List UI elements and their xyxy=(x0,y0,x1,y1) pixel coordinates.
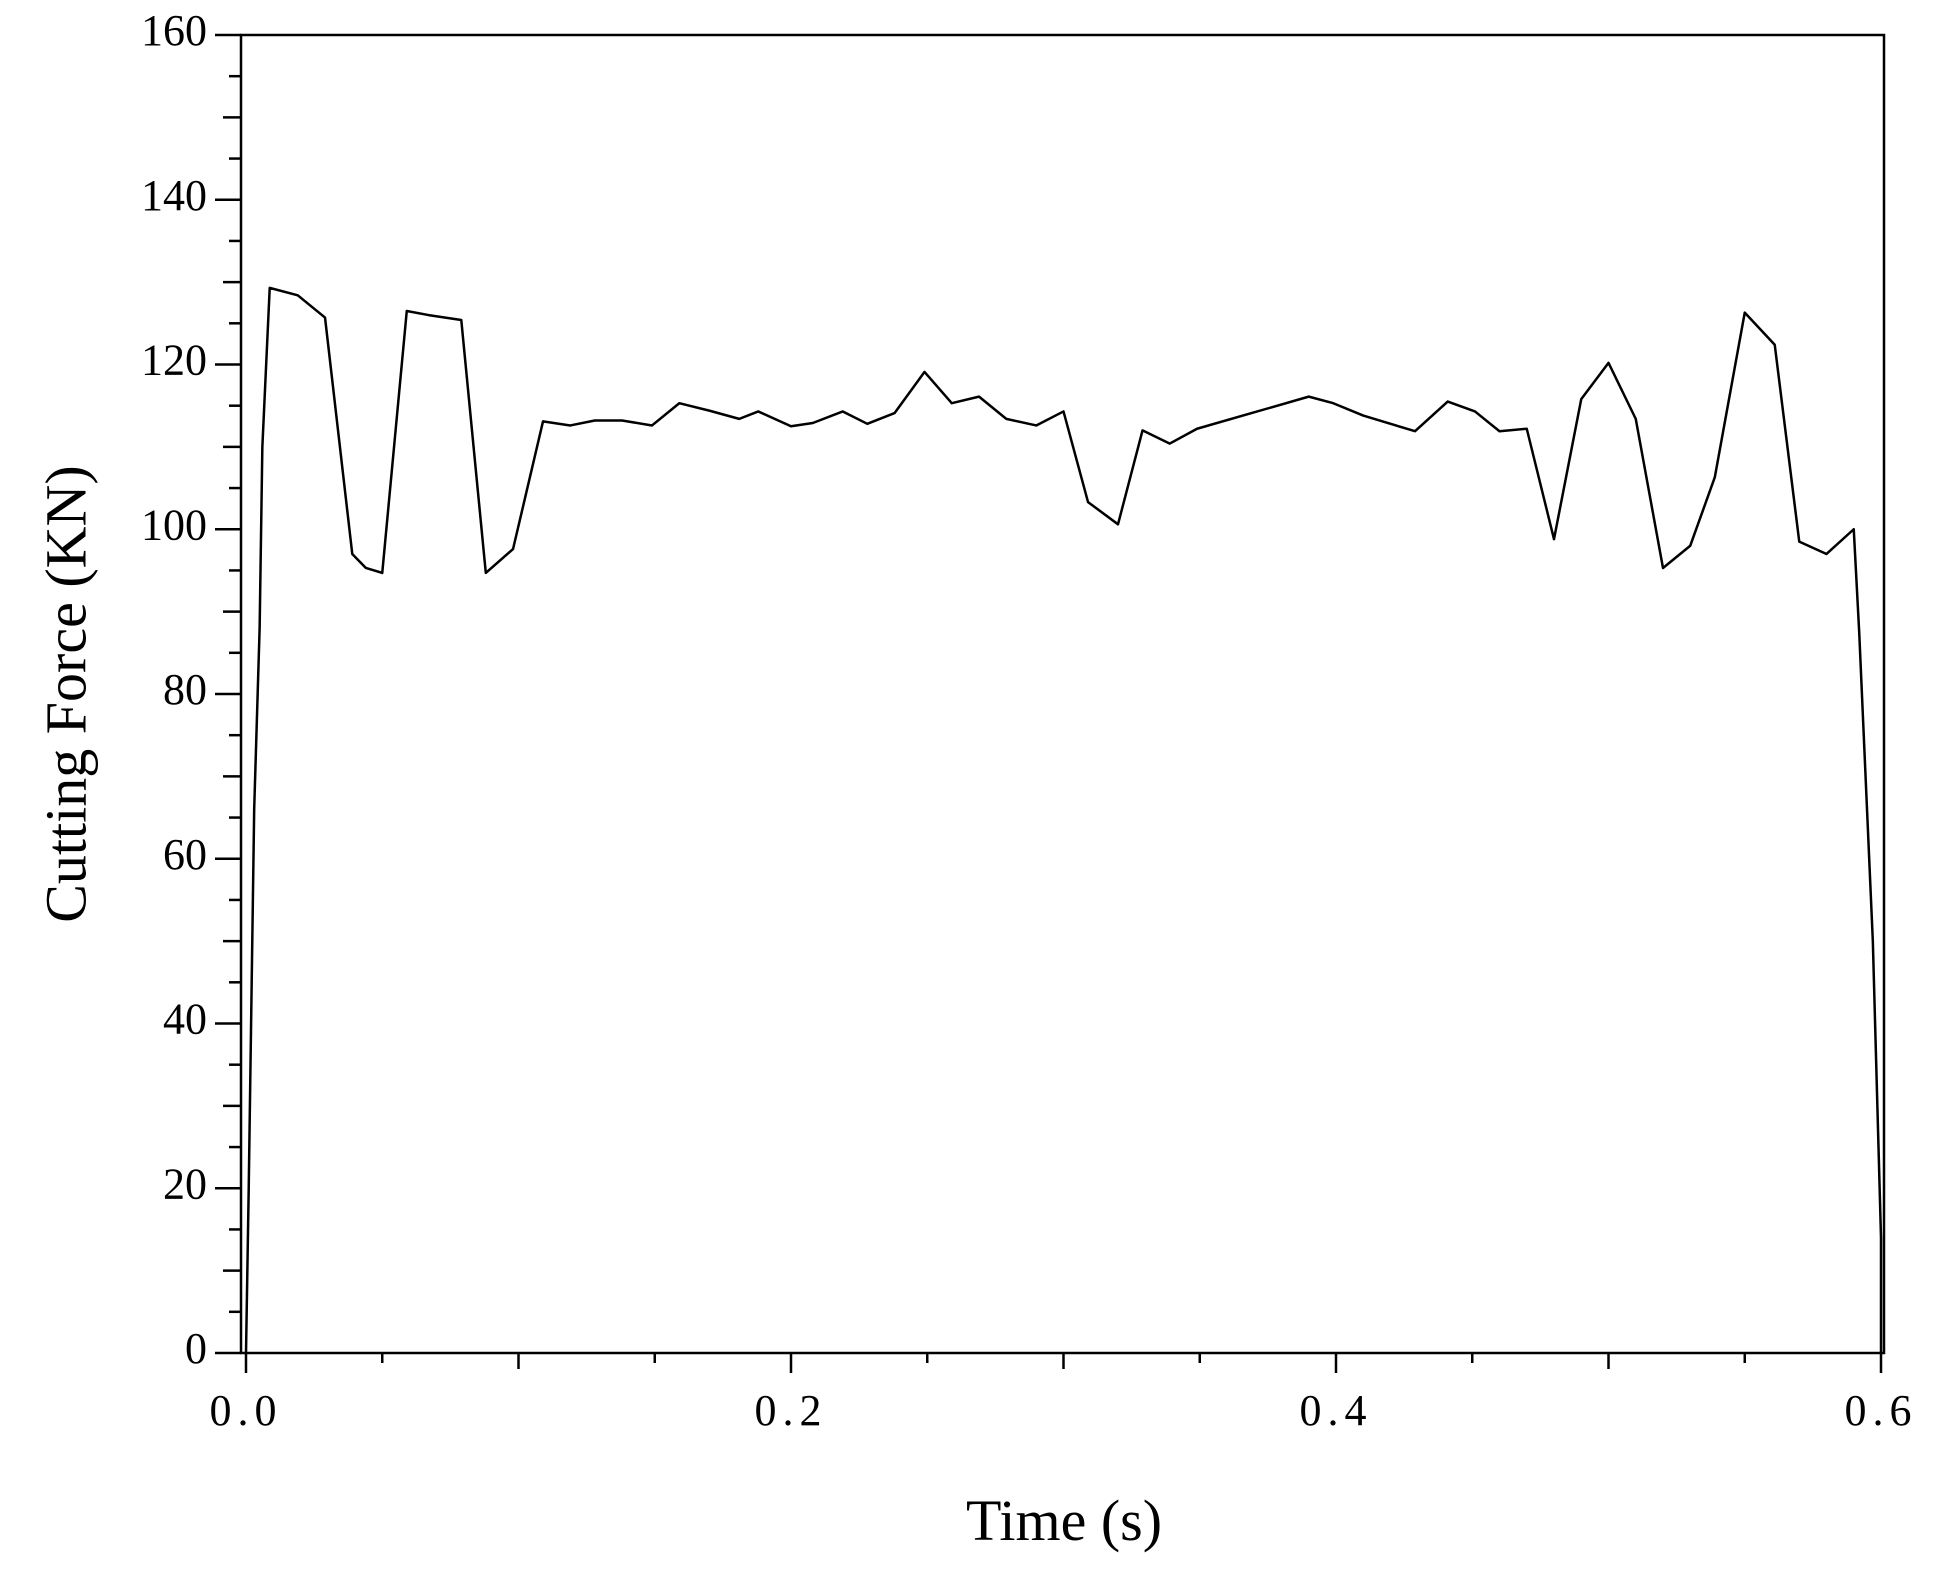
x-tick-label: 0.4 xyxy=(1300,1386,1373,1435)
x-tick-label: 0.2 xyxy=(755,1386,828,1435)
data-line xyxy=(244,286,1883,1354)
y-tick-label: 80 xyxy=(163,665,207,714)
plot-frame xyxy=(239,33,1886,1355)
y-axis-title: Cutting Force (KN) xyxy=(33,465,98,923)
y-tick-label: 20 xyxy=(163,1159,207,1208)
y-tick-label: 140 xyxy=(141,171,207,220)
y-tick-label: 0 xyxy=(185,1324,207,1373)
x-tick-label: 0.6 xyxy=(1845,1386,1918,1435)
y-tick-label: 100 xyxy=(141,500,207,549)
y-tick-label: 40 xyxy=(163,995,207,1044)
y-tick-label: 120 xyxy=(141,336,207,385)
x-tick-label: 0.0 xyxy=(210,1386,283,1435)
y-tick-label: 160 xyxy=(141,6,207,55)
y-tick-label: 60 xyxy=(163,830,207,879)
x-axis-title: Time (s) xyxy=(966,1488,1162,1553)
